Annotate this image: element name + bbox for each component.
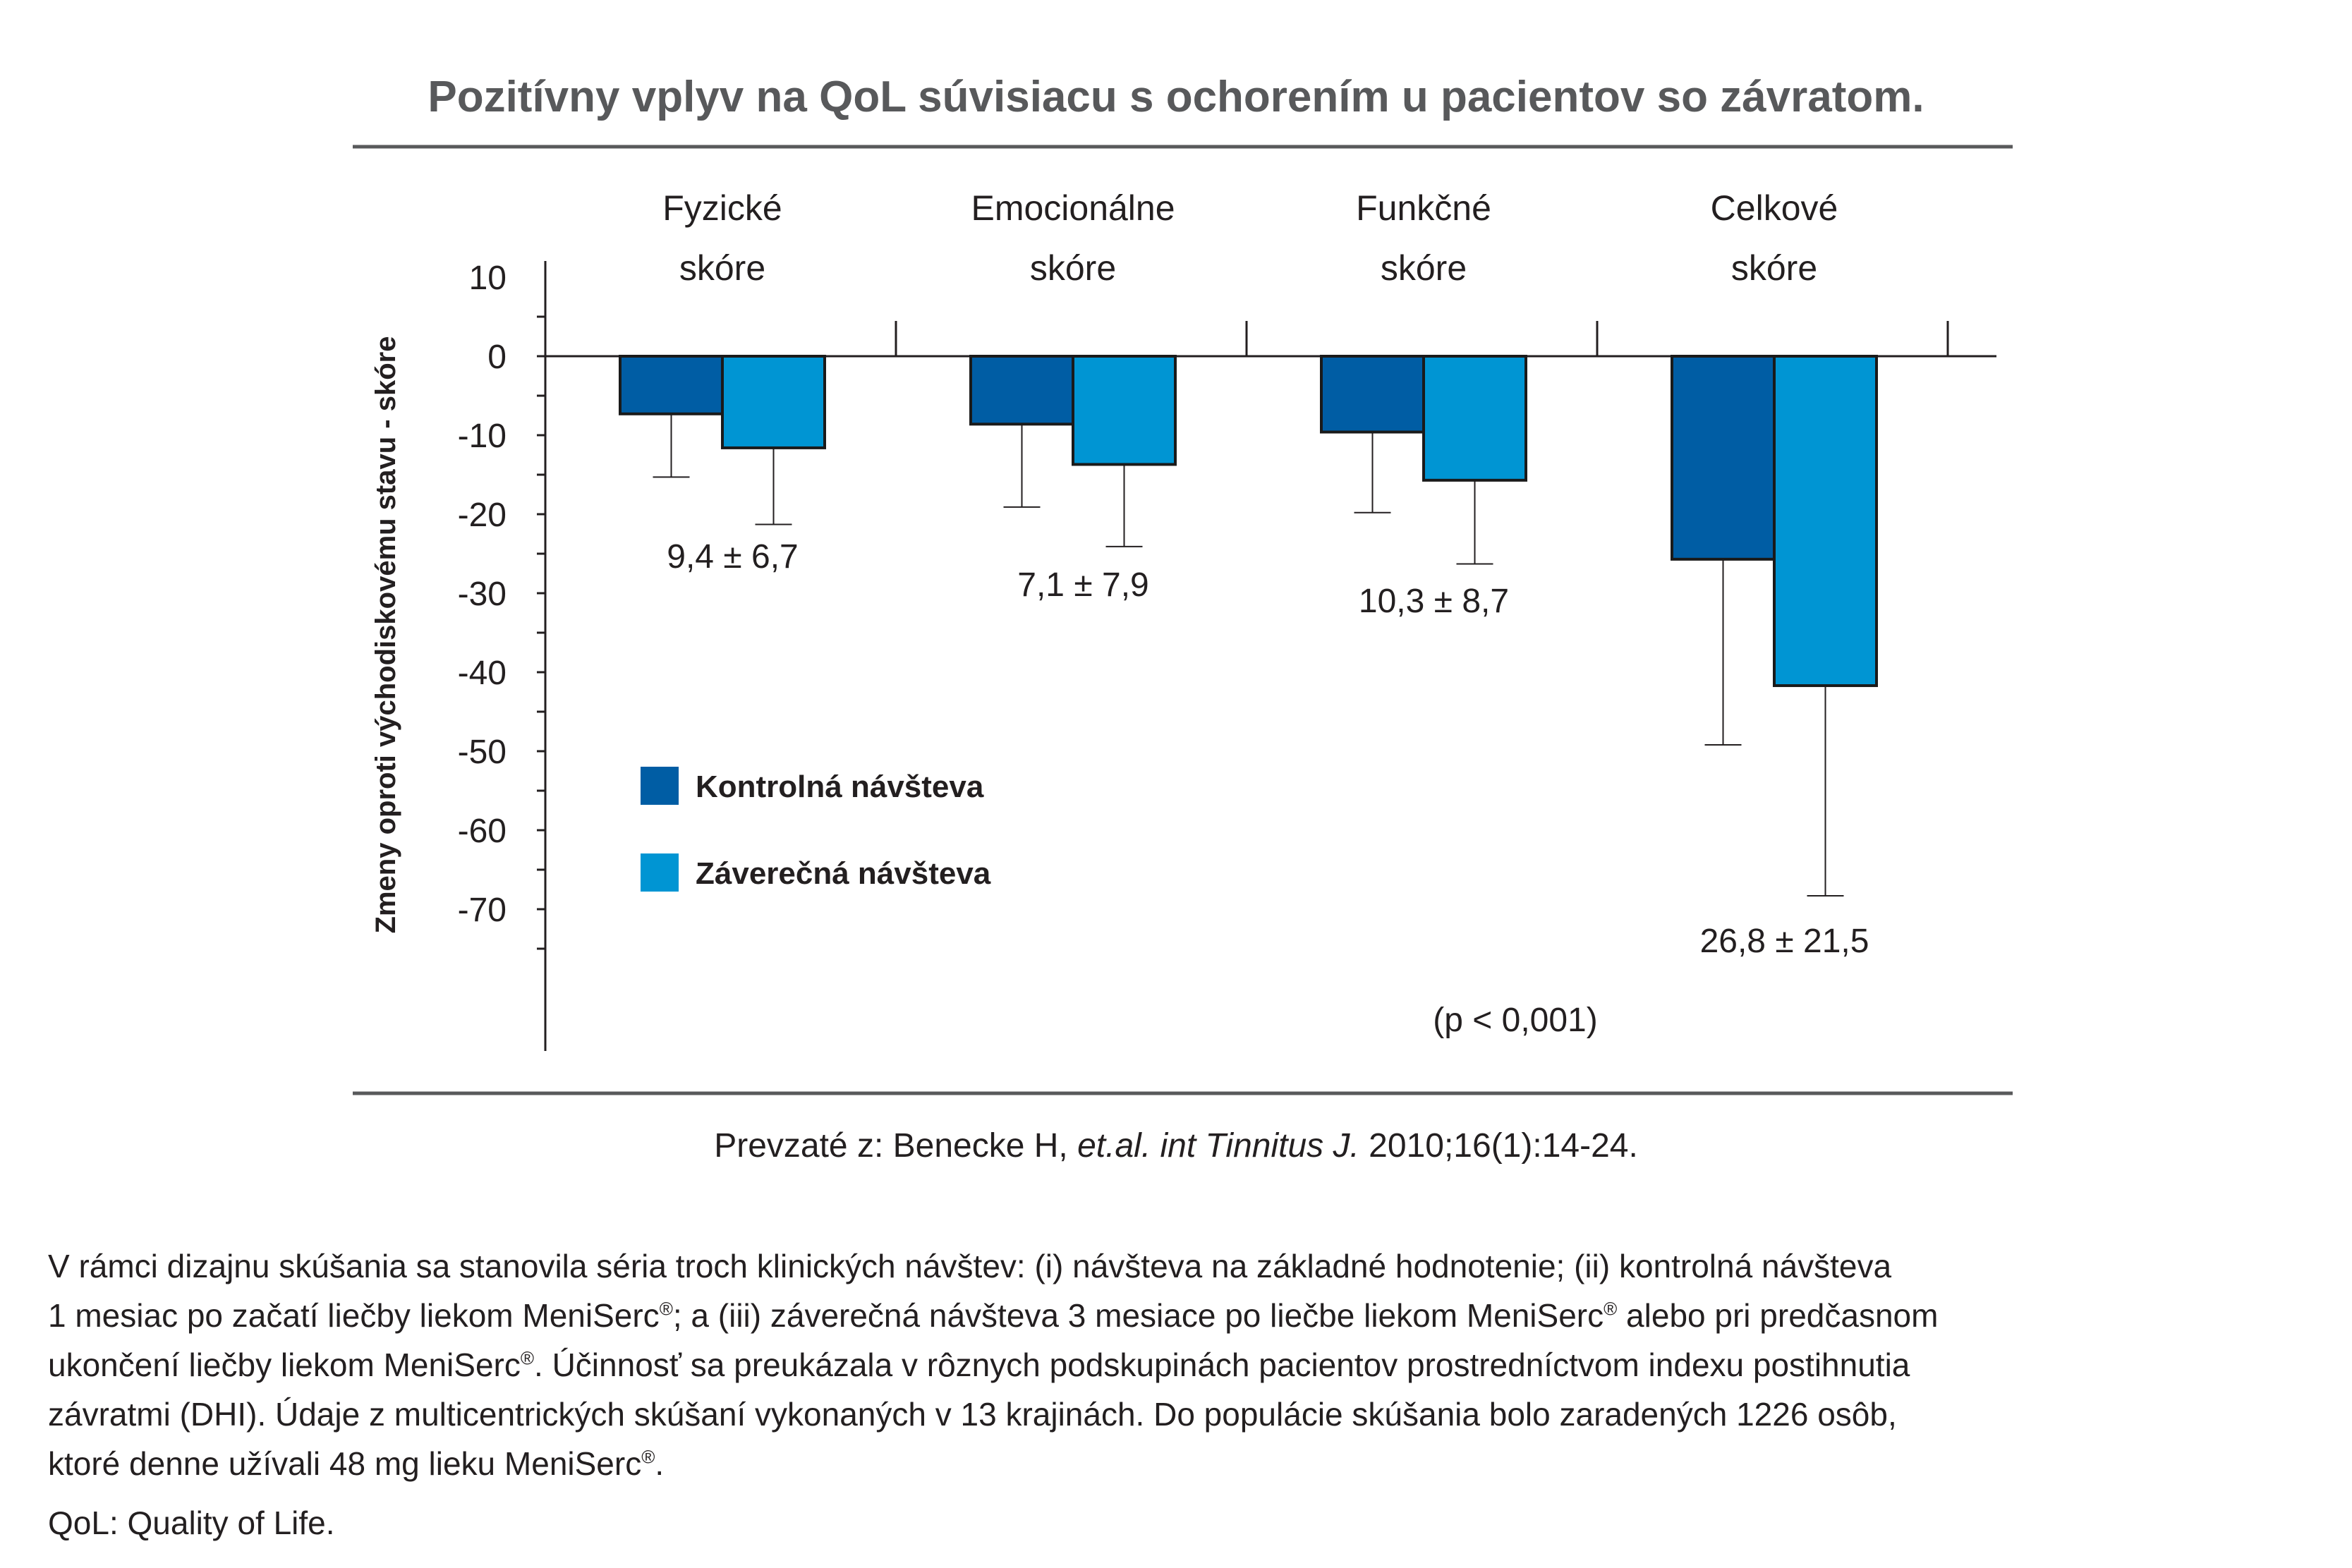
y-tick-label: -70	[458, 892, 507, 929]
bar	[1773, 355, 1878, 688]
category-label-line1: Emocionálne	[971, 188, 1175, 228]
category-label-line2: skóre	[1030, 248, 1116, 288]
caption-line-5: ktoré denne užívali 48 mg lieku MeniSerc…	[48, 1439, 2320, 1488]
y-tick-label: -40	[458, 655, 507, 692]
caption-line-3: ukončení liečby liekom MeniSerc®. Účinno…	[48, 1340, 2320, 1390]
caption-line-2: 1 mesiac po začatí liečby liekom MeniSer…	[48, 1291, 2320, 1340]
registered-mark: ®	[520, 1347, 535, 1369]
bar	[1320, 355, 1425, 434]
category-label-line2: skóre	[679, 248, 765, 288]
caption-line-2c: alebo pri predčasnom	[1617, 1297, 1939, 1334]
chart: Pozitívny vplyv na QoL súvisiacu s ochor…	[353, 73, 2013, 1165]
y-tick-label: -60	[458, 813, 507, 850]
category-label-line1: Celkové	[1711, 188, 1838, 228]
y-tick-label: 10	[469, 260, 507, 297]
bar	[721, 355, 826, 449]
source-citation: Prevzaté z: Benecke H, et.al. int Tinnit…	[714, 1127, 1638, 1165]
data-annotation: 26,8 ± 21,5	[1700, 923, 1869, 960]
caption-line-5a: ktoré denne užívali 48 mg lieku MeniSerc	[48, 1445, 642, 1482]
caption-line-3b: . Účinnosť sa preukázala v rôznych podsk…	[534, 1347, 1910, 1383]
source-italic: et.al. int Tinnitus J.	[1077, 1127, 1359, 1165]
caption-line-1: V rámci dizajnu skúšania sa stanovila sé…	[48, 1248, 1892, 1284]
bars	[619, 355, 1878, 897]
category-label-line2: skóre	[1381, 248, 1467, 288]
bar	[1072, 355, 1177, 466]
bar	[619, 355, 724, 415]
source-suffix: 2010;16(1):14-24.	[1359, 1127, 1638, 1165]
y-tick-label: 0	[487, 339, 507, 376]
caption-line-4: závratmi (DHI). Údaje z multicentrických…	[48, 1396, 1897, 1433]
source-prefix: Prevzaté z: Benecke H,	[714, 1127, 1077, 1165]
registered-mark: ®	[641, 1446, 655, 1468]
legend-label-kontrolna: Kontrolná návšteva	[696, 770, 984, 804]
p-value-note: (p < 0,001)	[1433, 1002, 1597, 1039]
y-axis-label: Zmeny oproti východiskovému stavu - skór…	[370, 336, 401, 934]
caption-line-2b: ; a (iii) záverečná návšteva 3 mesiace p…	[672, 1297, 1604, 1334]
data-annotation: 9,4 ± 6,7	[667, 538, 798, 576]
data-annotation: 7,1 ± 7,9	[1017, 566, 1148, 604]
legend-swatch-zaverecna	[641, 853, 679, 892]
legend: Kontrolná návšteva Záverečná návšteva	[641, 767, 991, 892]
legend-swatch-kontrolna	[641, 767, 679, 805]
category-label-line1: Fyzické	[662, 188, 782, 228]
caption-line-3a: ukončení liečby liekom MeniSerc	[48, 1347, 521, 1383]
caption-line-2a: 1 mesiac po začatí liečby liekom MeniSer…	[48, 1297, 660, 1334]
y-tick-label: -10	[458, 418, 507, 455]
caption-abbreviation: QoL: Quality of Life.	[48, 1505, 335, 1541]
labels: Fyzické skóre 9,4 ± 6,7 Emocionálne skóre 7,1…	[662, 188, 1869, 960]
caption: V rámci dizajnu skúšania sa stanovila sé…	[48, 1241, 2320, 1548]
bar	[969, 355, 1074, 426]
y-tick-label: -20	[458, 497, 507, 534]
chart-title: Pozitívny vplyv na QoL súvisiacu s ochor…	[428, 73, 1924, 121]
legend-label-zaverecna: Záverečná návšteva	[696, 856, 991, 891]
category-label-line1: Funkčné	[1356, 188, 1491, 228]
category-label-line2: skóre	[1731, 248, 1817, 288]
registered-mark: ®	[1604, 1298, 1618, 1320]
bar	[1422, 355, 1527, 482]
registered-mark: ®	[659, 1298, 673, 1320]
data-annotation: 10,3 ± 8,7	[1359, 583, 1509, 620]
bar	[1671, 355, 1776, 561]
y-tick-label: -30	[458, 576, 507, 613]
y-tick-label: -50	[458, 734, 507, 771]
caption-line-5b: .	[655, 1445, 665, 1482]
